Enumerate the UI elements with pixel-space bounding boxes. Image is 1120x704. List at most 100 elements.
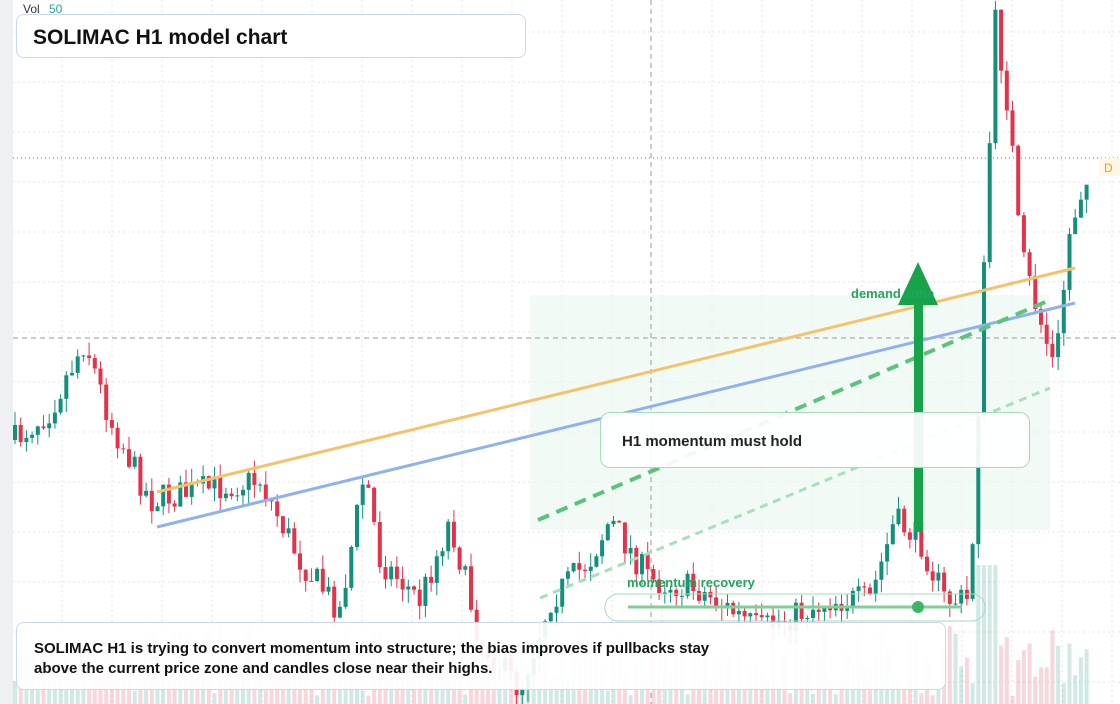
candle: [987, 143, 992, 263]
volume-bar: [714, 678, 719, 704]
volume-bar: [87, 684, 92, 704]
candle: [469, 566, 473, 610]
candle: [1004, 70, 1009, 111]
volume-bar: [1021, 650, 1026, 704]
volume-bar: [463, 694, 468, 704]
volume-bar: [936, 689, 941, 704]
candle: [275, 501, 280, 517]
candle: [1016, 145, 1021, 216]
candle: [993, 9, 998, 144]
candle: [127, 449, 131, 467]
volume-bar: [548, 677, 553, 704]
candle: [1021, 215, 1026, 253]
candle: [241, 489, 245, 496]
volume-bar: [497, 688, 502, 704]
track-box: [604, 593, 986, 622]
candle: [343, 587, 348, 607]
candle: [811, 609, 815, 619]
track-dot: [912, 601, 924, 613]
volume-bar: [309, 686, 314, 704]
candle: [229, 493, 234, 497]
volume-bar: [1078, 657, 1083, 704]
volume-bar: [161, 679, 166, 704]
candle: [622, 522, 627, 554]
volume-bar: [947, 626, 952, 704]
candle: [434, 556, 439, 583]
title-box: SOLIMAC H1 model chart: [16, 14, 526, 58]
volume-bar: [360, 690, 365, 704]
volume-bar: [1039, 667, 1043, 704]
candle: [1050, 343, 1055, 358]
volume-bar: [964, 657, 969, 704]
candle: [81, 355, 86, 357]
candle: [850, 590, 855, 608]
badge: D: [1104, 161, 1113, 175]
candle: [121, 448, 126, 450]
volume-bar: [993, 565, 998, 704]
candle: [30, 434, 35, 438]
candle: [685, 573, 690, 596]
candle: [366, 484, 371, 488]
candle: [708, 591, 713, 598]
candle: [326, 586, 331, 592]
candle: [725, 602, 730, 608]
volume-bar: [75, 682, 80, 704]
volume-bar: [896, 679, 901, 704]
candle: [35, 426, 40, 435]
candle: [184, 482, 188, 497]
candle: [1084, 184, 1089, 200]
candle: [577, 563, 582, 570]
volume-bar: [70, 676, 74, 704]
volume-bar: [605, 690, 610, 704]
volume-bar: [708, 678, 713, 704]
candle: [212, 476, 217, 489]
volume-bar: [554, 676, 559, 704]
candle: [349, 546, 354, 588]
arrow-head: [898, 262, 938, 305]
zone-label: demand zone: [851, 286, 934, 301]
candle: [292, 528, 297, 554]
volume-bar: [132, 690, 137, 704]
candle: [109, 420, 114, 428]
candle: [252, 472, 257, 485]
note: SOLIMAC H1 is trying to convert momentum…: [34, 640, 710, 677]
volume-bar: [1033, 676, 1038, 704]
candle: [594, 556, 599, 567]
candle: [765, 615, 770, 618]
candle: [166, 484, 171, 504]
volume-bar: [788, 693, 793, 704]
volume-bar: [115, 678, 120, 704]
candle: [412, 586, 416, 590]
candle: [885, 544, 890, 562]
candle: [161, 484, 166, 507]
candle: [355, 504, 359, 547]
candle: [640, 553, 644, 575]
volume-bar: [959, 666, 964, 704]
volume-bar: [537, 682, 542, 704]
volume-bar: [970, 683, 975, 704]
candle: [13, 425, 17, 440]
candle: [982, 262, 986, 417]
volume-bar: [320, 686, 325, 704]
candle: [423, 576, 428, 606]
candle: [75, 356, 80, 373]
candle: [115, 427, 120, 449]
candle: [742, 610, 747, 617]
candle: [890, 524, 895, 545]
candle: [617, 520, 622, 523]
volume-bar: [315, 695, 320, 704]
candle: [879, 561, 884, 580]
badge-bg: [1099, 158, 1120, 176]
candle: [816, 609, 821, 612]
candle: [377, 522, 382, 568]
candle: [223, 493, 228, 499]
volume-bar: [685, 694, 690, 704]
left-strip: [0, 0, 13, 704]
candle: [172, 503, 177, 507]
candle: [759, 615, 764, 618]
volume-bar: [13, 681, 17, 704]
candle: [218, 476, 223, 499]
candle: [309, 580, 314, 582]
